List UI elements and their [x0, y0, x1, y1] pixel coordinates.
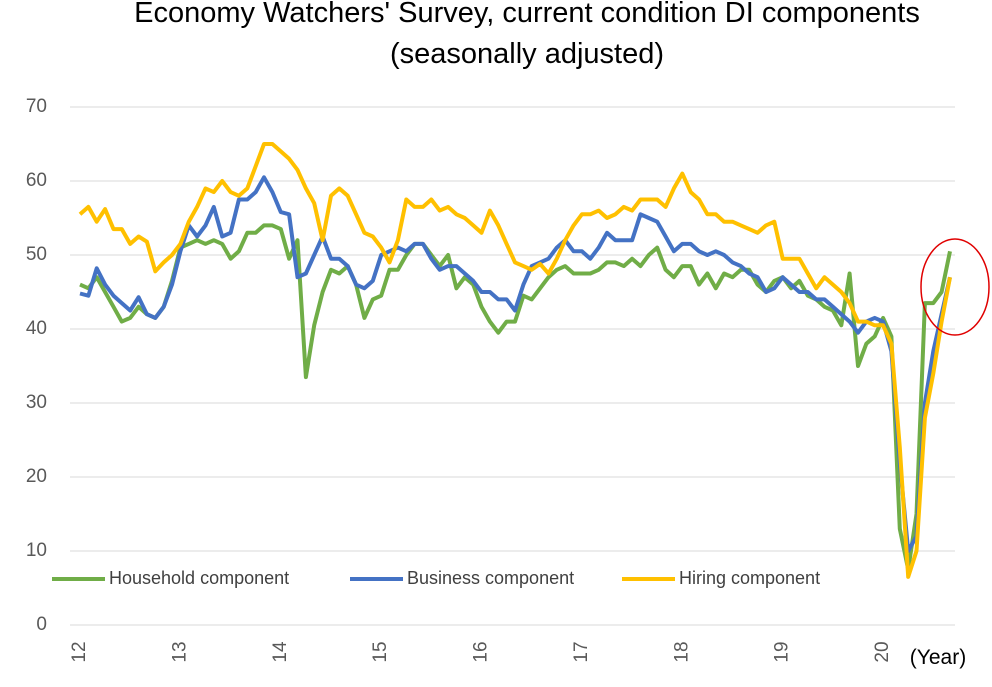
series-line — [79, 175, 952, 553]
y-tick-label: 10 — [26, 540, 47, 561]
chart-title: Economy Watchers' Survey, current condit… — [134, 0, 920, 29]
y-tick-label: 70 — [26, 96, 47, 117]
y-tick-label: 50 — [26, 244, 47, 265]
x-tick-label: 13 — [169, 641, 190, 662]
y-tick-label: 40 — [26, 318, 47, 339]
x-tick-label: 15 — [370, 641, 391, 662]
y-tick-label: 30 — [26, 392, 47, 413]
x-tick-label: 14 — [270, 641, 291, 663]
y-tick-label: 60 — [26, 170, 47, 191]
legend-label: Hiring component — [679, 568, 820, 588]
x-tick-label: 17 — [571, 641, 592, 662]
legend-label: Business component — [407, 568, 574, 588]
x-axis-label: (Year) — [910, 646, 966, 669]
x-tick-label: 18 — [671, 641, 692, 662]
highlight-circle — [920, 238, 990, 336]
legend: Household component Business component Hir… — [52, 568, 820, 588]
x-tick-label: 12 — [69, 641, 90, 662]
series-line — [79, 223, 952, 572]
x-tick-label: 19 — [772, 641, 793, 662]
series-line — [78, 142, 952, 579]
y-tick-label: 20 — [26, 466, 47, 487]
grid: 0 10 20 30 40 50 60 70 12 13 14 15 16 17 18 19 20 — [26, 96, 955, 663]
chart-subtitle: (seasonally adjusted) — [390, 38, 664, 70]
y-tick-label: 0 — [36, 614, 47, 635]
x-tick-label: 20 — [872, 641, 893, 662]
legend-label: Household component — [109, 568, 289, 588]
x-tick-label: 16 — [471, 641, 492, 662]
plot-area — [78, 142, 952, 579]
